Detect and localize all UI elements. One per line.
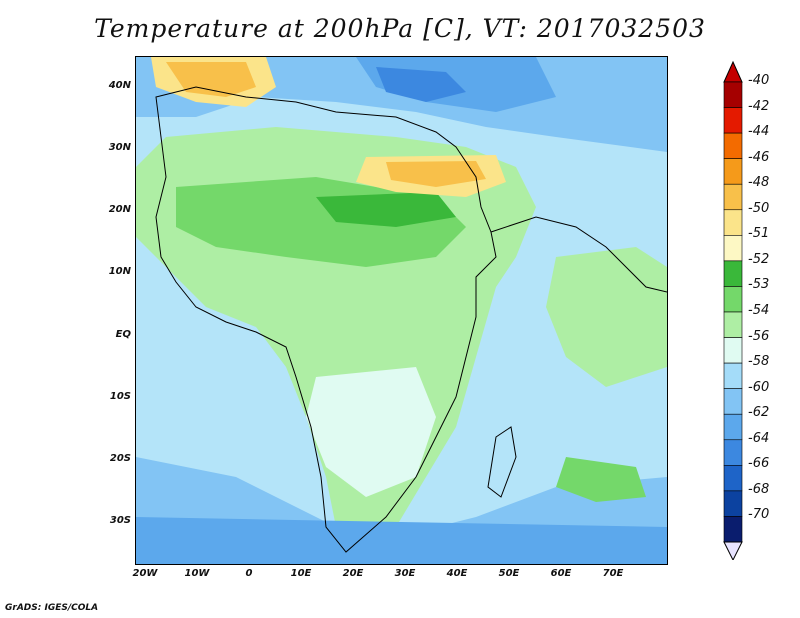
temperature-map — [136, 57, 667, 564]
colorbar-over-arrow — [723, 60, 743, 83]
colorbar-label: -48 — [748, 175, 770, 191]
colorbar-label: -51 — [748, 226, 770, 242]
colorbar-swatch — [723, 132, 743, 159]
lon-label: 50E — [498, 568, 520, 579]
lat-label: 20N — [108, 204, 131, 215]
colorbar-swatch — [723, 311, 743, 338]
lon-label: 20W — [132, 568, 158, 579]
colorbar-swatch — [723, 413, 743, 441]
colorbar-label: -68 — [748, 481, 770, 497]
lon-label: 30E — [394, 568, 416, 579]
colorbar-label: -58 — [748, 354, 770, 370]
lon-label: 10W — [184, 568, 210, 579]
lat-label: 40N — [108, 80, 131, 91]
colorbar-label: -64 — [748, 430, 770, 446]
lat-label: 20S — [109, 453, 131, 464]
colorbar-label: -46 — [748, 149, 770, 165]
colorbar-swatch — [723, 260, 743, 287]
colorbar-label: -44 — [748, 124, 770, 140]
lon-label: 20E — [342, 568, 364, 579]
colorbar-label: -56 — [748, 328, 770, 344]
colorbar-label: -42 — [748, 98, 770, 114]
lon-label: 70E — [602, 568, 624, 579]
credit-label: GrADS: IGES/COLA — [5, 603, 99, 613]
colorbar-swatch — [723, 209, 743, 236]
colorbar-swatch — [723, 490, 743, 517]
colorbar-label: -70 — [748, 507, 770, 523]
colorbar-swatch — [723, 516, 743, 543]
colorbar-label: -40 — [748, 73, 770, 88]
colorbar-label: -66 — [748, 456, 770, 472]
colorbar-swatch — [723, 337, 743, 364]
colorbar-swatch — [723, 158, 743, 185]
colorbar-swatch — [723, 362, 743, 389]
colorbar-label: -60 — [748, 379, 770, 395]
colorbar-swatch — [723, 465, 743, 492]
lon-label: 40E — [446, 568, 468, 579]
colorbar-swatch — [723, 81, 743, 108]
lon-label: 10E — [290, 568, 312, 579]
lon-label: 0 — [245, 568, 253, 579]
colorbar-label: -62 — [748, 405, 770, 421]
colorbar-label: -52 — [748, 251, 770, 267]
colorbar-label: -54 — [748, 303, 770, 318]
colorbar-swatch — [723, 439, 743, 466]
colorbar-swatch — [723, 107, 743, 134]
lat-label: 30N — [108, 142, 131, 153]
lat-label: 10S — [109, 391, 131, 402]
colorbar-swatch — [723, 235, 743, 262]
colorbar-swatch — [723, 388, 743, 415]
lat-label: 30S — [109, 515, 131, 526]
colorbar-label: -50 — [748, 200, 770, 216]
lat-label: 10N — [108, 266, 131, 277]
colorbar-under-arrow — [723, 541, 743, 560]
colorbar-label: -53 — [748, 277, 770, 293]
colorbar-swatch — [723, 183, 743, 211]
map-area — [135, 56, 668, 565]
colorbar — [723, 60, 743, 560]
map-title: Temperature at 200hPa [C], VT: 201703250… — [94, 14, 706, 43]
lat-label: EQ — [115, 329, 131, 340]
lon-label: 60E — [550, 568, 572, 579]
colorbar-swatch — [723, 286, 743, 313]
